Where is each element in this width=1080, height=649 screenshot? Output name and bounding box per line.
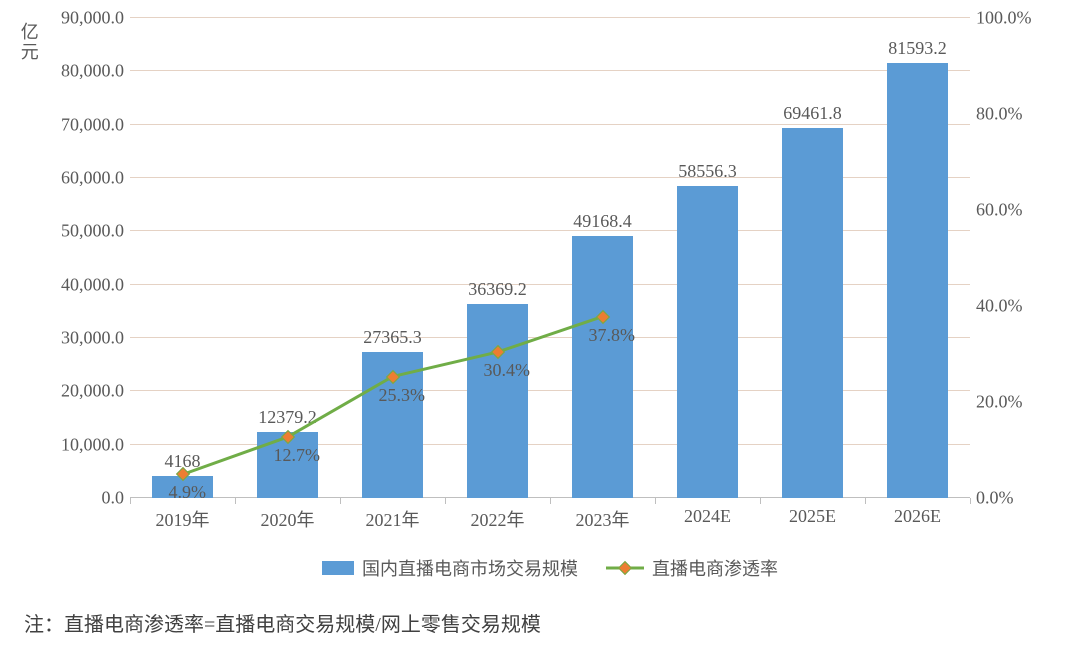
x-tick [655, 498, 656, 504]
combo-chart: 亿元 0.0 10,000.0 20,000.0 30,000.0 40,000… [0, 0, 1080, 649]
legend-item-line: 直播电商渗透率 [606, 555, 778, 581]
y-left-tick-label: 80,000.0 [61, 61, 130, 82]
x-category-label: 2020年 [261, 498, 315, 532]
y-right-tick-label: 60.0% [970, 200, 1023, 221]
y-left-tick-label: 0.0 [102, 488, 131, 509]
y-left-tick-label: 70,000.0 [61, 114, 130, 135]
x-tick [550, 498, 551, 504]
y-left-tick-label: 50,000.0 [61, 221, 130, 242]
x-category-label: 2024E [684, 498, 731, 527]
legend-label: 直播电商渗透率 [652, 555, 778, 581]
x-category-label: 2021年 [366, 498, 420, 532]
y-right-tick-label: 100.0% [970, 8, 1032, 29]
x-tick [970, 498, 971, 504]
x-tick [760, 498, 761, 504]
legend-swatch-bar [322, 561, 354, 575]
y-left-tick-label: 10,000.0 [61, 434, 130, 455]
plot-area: 0.0 10,000.0 20,000.0 30,000.0 40,000.0 … [130, 18, 970, 498]
x-categories: 2019年2020年2021年2022年2023年2024E2025E2026E [130, 18, 970, 498]
legend-item-bar: 国内直播电商市场交易规模 [322, 555, 578, 581]
y-left-tick-label: 60,000.0 [61, 168, 130, 189]
y-left-tick-label: 90,000.0 [61, 8, 130, 29]
y-left-tick-label: 30,000.0 [61, 328, 130, 349]
legend: 国内直播电商市场交易规模 直播电商渗透率 [130, 555, 970, 581]
y-right-tick-label: 0.0% [970, 488, 1014, 509]
x-category-label: 2025E [789, 498, 836, 527]
x-tick [130, 498, 131, 504]
footnote: 注：直播电商渗透率=直播电商交易规模/网上零售交易规模 [24, 608, 541, 637]
x-tick [445, 498, 446, 504]
y-right-tick-label: 20.0% [970, 392, 1023, 413]
x-category-label: 2023年 [576, 498, 630, 532]
y-right-tick-label: 40.0% [970, 296, 1023, 317]
y-left-tick-label: 40,000.0 [61, 274, 130, 295]
legend-swatch-line [606, 561, 644, 575]
y-left-tick-label: 20,000.0 [61, 381, 130, 402]
x-category-label: 2019年 [156, 498, 210, 532]
x-tick [235, 498, 236, 504]
x-tick [340, 498, 341, 504]
y-right-tick-label: 80.0% [970, 104, 1023, 125]
y-left-axis-title: 亿元 [18, 22, 38, 62]
x-tick [865, 498, 866, 504]
x-category-label: 2026E [894, 498, 941, 527]
x-category-label: 2022年 [471, 498, 525, 532]
legend-label: 国内直播电商市场交易规模 [362, 555, 578, 581]
